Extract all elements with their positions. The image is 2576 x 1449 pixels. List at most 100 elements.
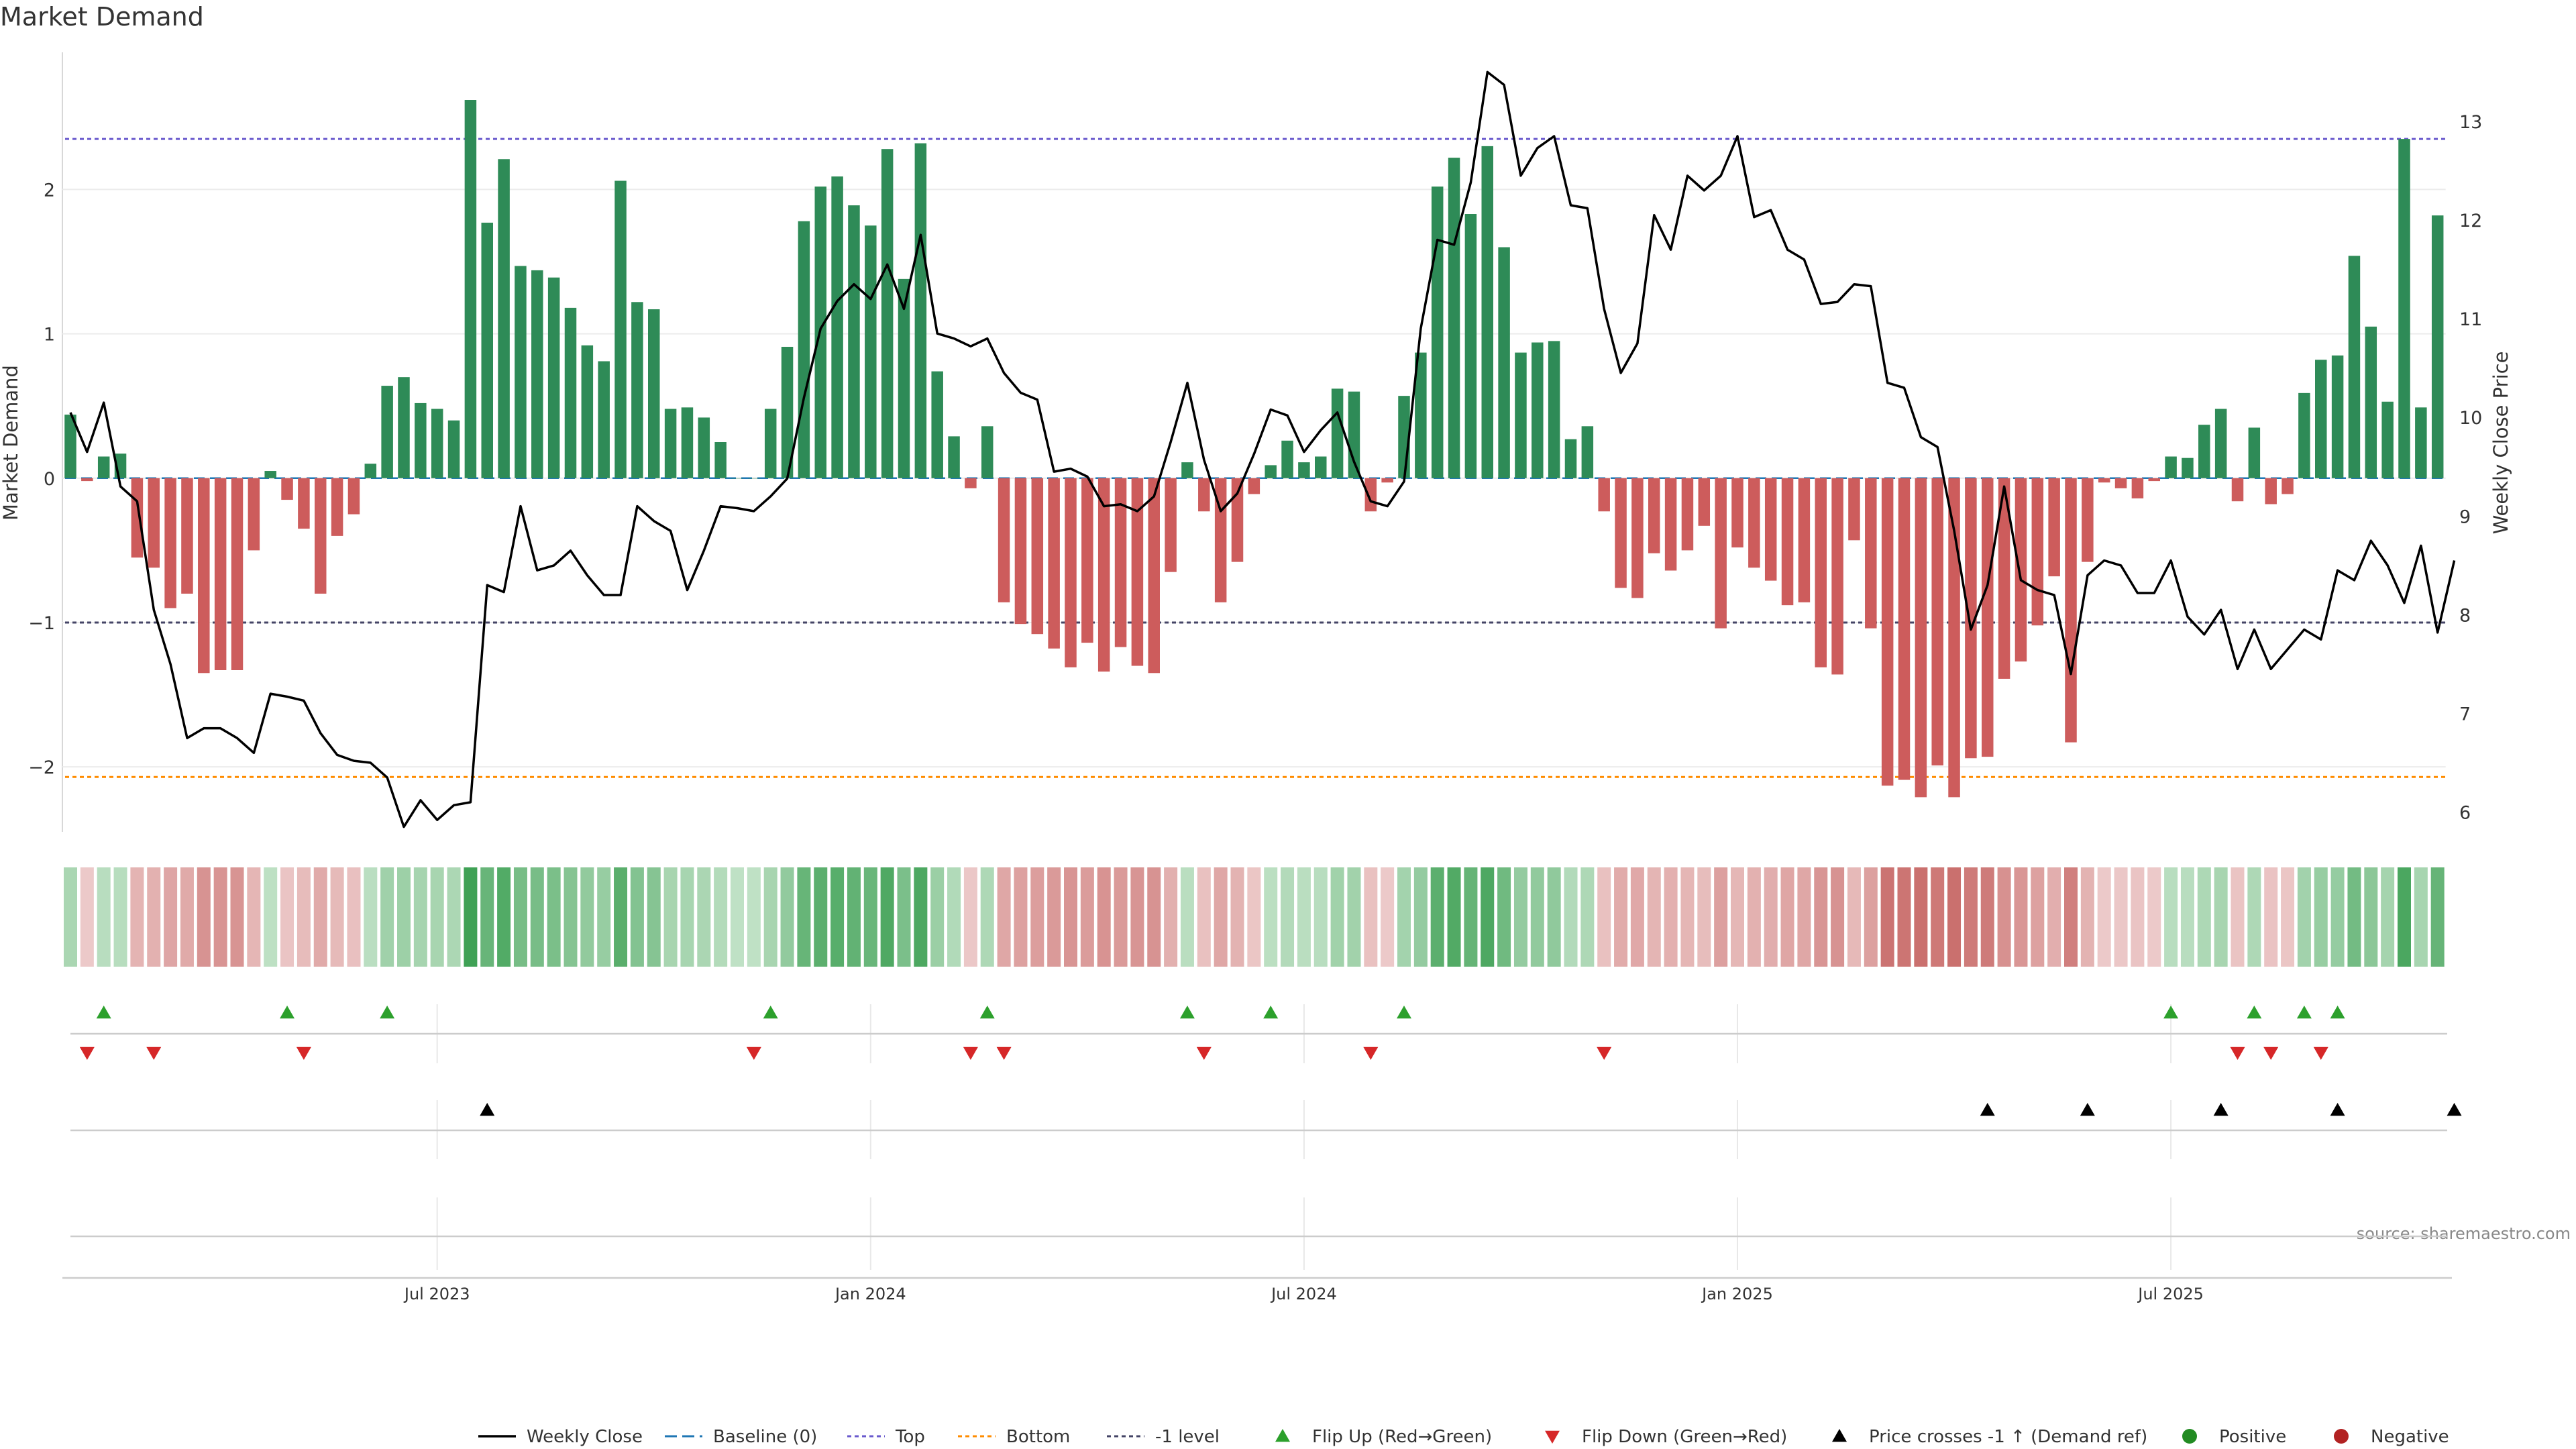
heat-cell: [1014, 867, 1028, 967]
demand-bar: [1631, 478, 1644, 598]
heat-cell: [2164, 867, 2178, 967]
heat-cell: [2064, 867, 2078, 967]
demand-bar: [931, 371, 943, 478]
demand-bar: [998, 478, 1010, 602]
heat-cell: [497, 867, 511, 967]
heat-cell: [2430, 867, 2445, 967]
demand-bar: [1998, 478, 2010, 679]
price-cross-marker: [1980, 1103, 1995, 1116]
demand-bar: [1081, 478, 1093, 643]
heat-cell: [247, 867, 261, 967]
heat-cell: [313, 867, 327, 967]
demand-bar: [1915, 478, 1927, 798]
source-note: source: sharemaestro.com: [2357, 1224, 2571, 1243]
y-tick-left-3: −1: [28, 613, 55, 634]
heat-cell: [2347, 867, 2361, 967]
price-cross-marker: [2330, 1103, 2345, 1116]
heat-cell: [1664, 867, 1678, 967]
y-tick-right-2: 11: [2459, 309, 2482, 330]
heat-cell: [1230, 867, 1244, 967]
heat-cell: [180, 867, 194, 967]
demand-bar: [1298, 462, 1310, 478]
demand-bar: [764, 409, 777, 478]
y-tick-right-4: 9: [2459, 506, 2471, 527]
demand-bar: [1448, 158, 1460, 478]
demand-bar: [2365, 326, 2377, 478]
x-tick-2: Jul 2024: [1270, 1285, 1337, 1303]
heat-cell: [663, 867, 678, 967]
heat-cell: [1831, 867, 1845, 967]
demand-bar: [531, 270, 543, 478]
heat-cell: [630, 867, 644, 967]
price-cross-marker: [2447, 1103, 2462, 1116]
flip-down-marker: [1597, 1046, 1612, 1060]
demand-bar: [1581, 426, 1594, 478]
heat-cell: [64, 867, 77, 967]
demand-bar: [1698, 478, 1711, 526]
demand-bar: [1165, 478, 1177, 572]
heat-cell: [880, 867, 894, 967]
flip-up-marker: [1397, 1006, 1411, 1019]
demand-bar: [64, 415, 76, 478]
price-cross-markers: [480, 1103, 2462, 1116]
demand-bar: [1898, 478, 1911, 780]
heat-cell: [1897, 867, 1911, 967]
heat-cell: [914, 867, 928, 967]
heat-cell: [464, 867, 478, 967]
demand-bar: [1764, 478, 1777, 581]
heat-cell: [1731, 867, 1744, 967]
heat-cell: [2281, 867, 2295, 967]
heat-cell: [2031, 867, 2045, 967]
demand-bar: [231, 478, 244, 670]
demand-bar: [1181, 462, 1193, 478]
flip-down-marker: [2263, 1046, 2279, 1060]
heat-cell: [2047, 867, 2061, 967]
demand-bar: [1748, 478, 1760, 568]
heat-cell: [1447, 867, 1461, 967]
heat-cell: [1780, 867, 1794, 967]
legend-flip-up-symbol: [1275, 1429, 1290, 1442]
heat-cell: [1513, 867, 1527, 967]
flip-panel: [70, 1004, 2447, 1063]
heat-cell: [814, 867, 828, 967]
demand-bar: [364, 464, 377, 478]
heat-cell: [564, 867, 578, 967]
demand-bar: [481, 222, 493, 478]
y-tick-right-3: 10: [2459, 408, 2482, 429]
heat-cell: [1580, 867, 1595, 967]
demand-bar: [2098, 478, 2110, 483]
demand-bar: [415, 402, 427, 478]
demand-bar: [731, 478, 743, 479]
heat-cell: [2147, 867, 2161, 967]
heat-cell: [2414, 867, 2428, 967]
x-tick-4: Jul 2025: [2137, 1285, 2204, 1303]
demand-bar: [1048, 478, 1060, 649]
heat-cell: [1614, 867, 1628, 967]
heat-cell: [264, 867, 278, 967]
demand-bar: [381, 386, 393, 478]
heat-cell: [2381, 867, 2395, 967]
demand-bar: [2248, 427, 2261, 478]
heat-cell: [1064, 867, 1077, 967]
heat-cell: [1047, 867, 1061, 967]
demand-bar: [1564, 439, 1577, 478]
y-tick-right-7: 6: [2459, 803, 2471, 824]
demand-bar: [547, 277, 560, 478]
heat-cell: [830, 867, 845, 967]
demand-bar: [148, 478, 160, 568]
demand-bar: [2265, 478, 2277, 504]
price-cross-marker: [2080, 1103, 2095, 1116]
heat-cell: [580, 867, 594, 967]
demand-bar: [2415, 407, 2427, 478]
heat-cell: [714, 867, 728, 967]
heat-cell: [147, 867, 161, 967]
heat-cell: [1397, 867, 1411, 967]
demand-bar: [1598, 478, 1610, 512]
demand-bar: [198, 478, 210, 674]
heat-cell: [2297, 867, 2311, 967]
demand-bar: [2198, 425, 2210, 478]
heat-cell: [1931, 867, 1945, 967]
demand-bar: [2182, 458, 2194, 478]
demand-bar: [181, 478, 193, 594]
heat-cell: [2197, 867, 2211, 967]
